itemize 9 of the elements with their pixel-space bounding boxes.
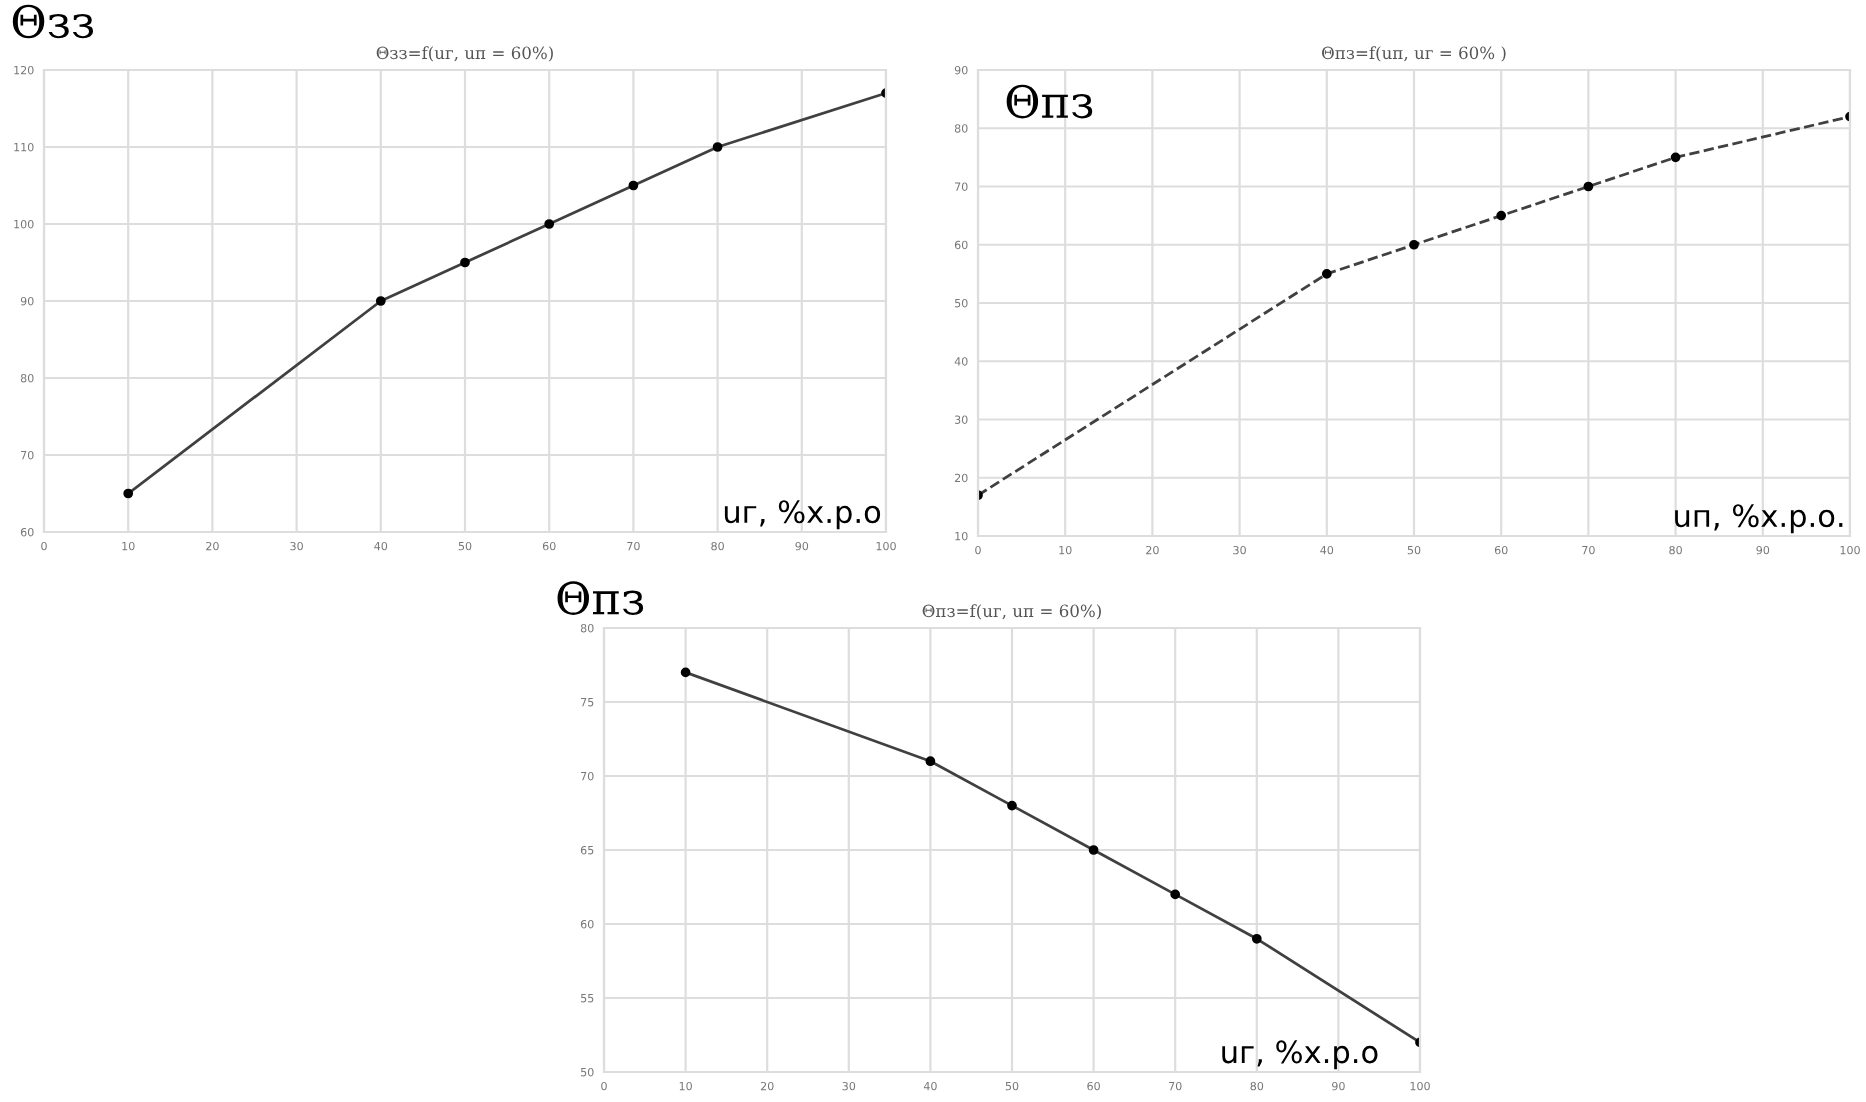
y-axis-title: Θпз [557,581,644,615]
x-axis-title: uп, %х.р.о. [1675,504,1843,534]
y-axis-title: Θзз [12,4,94,39]
y-axis-title: Θпз [1006,84,1093,119]
chart-title: Θпз=f(uг, uп = 60%) [922,604,1101,620]
chart-title: Θпз=f(uп, uг = 60% ) [1322,46,1506,62]
chart-title: Θзз=f(uг, uп = 60%) [376,46,553,62]
x-axis-title: uг, %х.р.о [724,500,881,530]
x-axis-title: uг, %х.р.о [1222,1040,1378,1070]
